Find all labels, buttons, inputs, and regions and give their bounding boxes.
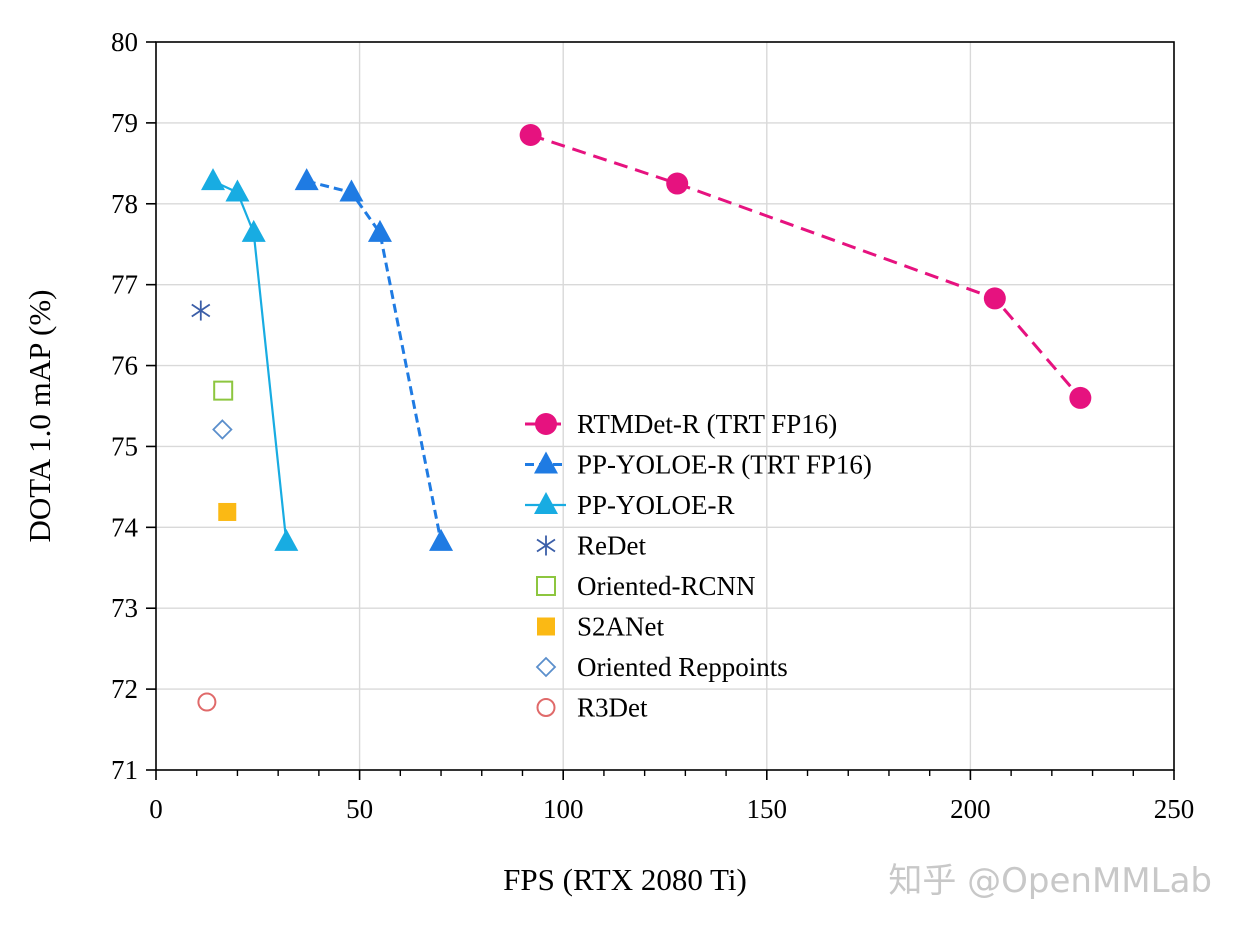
data-point: [429, 528, 454, 551]
data-point: [367, 219, 392, 242]
y-tick-label: 73: [111, 593, 138, 623]
legend-marker: [535, 413, 557, 435]
legend-label: RTMDet-R (TRT FP16): [577, 409, 837, 439]
legend-item: PP-YOLOE-R: [525, 490, 735, 520]
legend-item: PP-YOLOE-R (TRT FP16): [525, 450, 872, 480]
data-point: [191, 300, 211, 321]
y-tick-label: 72: [111, 674, 138, 704]
legend-label: PP-YOLOE-R: [577, 490, 735, 520]
y-tick-label: 79: [111, 108, 138, 138]
legend-marker: [534, 451, 558, 474]
series-pp-yoloe-r: [201, 168, 299, 551]
y-tick-label: 75: [111, 431, 138, 461]
data-point: [212, 419, 233, 440]
data-point: [241, 219, 266, 242]
x-tick-label: 100: [543, 794, 584, 824]
data-point: [294, 168, 319, 191]
legend: RTMDet-R (TRT FP16) PP-YOLOE-R (TRT FP16)…: [525, 409, 872, 723]
series-line: [530, 133, 1082, 399]
legend-item: R3Det: [536, 693, 648, 723]
series-r3det: [197, 692, 217, 712]
y-tick-label: 76: [111, 351, 138, 381]
x-tick-label: 50: [346, 794, 373, 824]
axis-ticks: [146, 41, 1175, 780]
series-oriented-reppoints: [212, 419, 233, 440]
legend-label: Oriented Reppoints: [577, 652, 788, 682]
y-tick-label: 77: [111, 270, 138, 300]
x-tick-label: 200: [950, 794, 991, 824]
data-point: [519, 124, 542, 147]
watermark: 知乎 @OpenMMLab: [888, 861, 1212, 901]
legend-label: R3Det: [577, 693, 648, 723]
series-line: [212, 180, 288, 543]
x-tick-label: 0: [149, 794, 163, 824]
y-tick-label: 74: [111, 512, 139, 542]
tick-labels: 0 50 100 150 200 250 71 72 73 74 75 76 77 78 79 80: [111, 27, 1194, 824]
legend-marker: [537, 617, 555, 636]
legend-item: Oriented Reppoints: [535, 652, 788, 682]
series-line: [306, 179, 443, 543]
y-axis-label: DOTA 1.0 mAP (%): [22, 290, 57, 543]
legend-label: PP-YOLOE-R (TRT FP16): [577, 450, 872, 480]
series-s2anet: [218, 502, 237, 521]
data-point: [218, 502, 237, 521]
legend-marker: [536, 535, 556, 556]
legend-marker: [536, 698, 556, 717]
data-point: [1069, 386, 1092, 409]
plot-frame: [155, 41, 1175, 771]
data-point: [197, 692, 217, 712]
grid-lines: [156, 42, 1174, 770]
legend-label: ReDet: [577, 531, 646, 561]
x-tick-label: 150: [747, 794, 788, 824]
legend-item: RTMDet-R (TRT FP16): [525, 409, 837, 439]
data-point: [339, 179, 364, 202]
series-layer: [191, 124, 1092, 712]
data-point: [213, 380, 234, 401]
asterisk-stroke: [536, 538, 556, 553]
y-tick-label: 80: [111, 27, 138, 57]
series-redet: [191, 300, 211, 321]
legend-label: S2ANet: [577, 612, 664, 642]
legend-marker: [534, 492, 558, 514]
asterisk-stroke: [191, 303, 211, 318]
series-rtmdet-r-trt-fp16: [519, 124, 1092, 409]
data-point: [666, 172, 689, 195]
y-tick-label: 78: [111, 189, 138, 219]
series-oriented-rcnn: [213, 380, 234, 401]
y-tick-label: 71: [111, 755, 138, 785]
legend-item: ReDet: [536, 531, 646, 561]
data-point: [274, 528, 299, 551]
legend-label: Oriented-RCNN: [577, 571, 755, 601]
data-point: [201, 168, 226, 191]
x-tick-label: 250: [1154, 794, 1195, 824]
data-point: [225, 179, 250, 202]
data-point: [983, 287, 1006, 310]
legend-marker: [535, 656, 557, 678]
legend-marker: [536, 576, 556, 596]
series-pp-yoloe-r-trt-fp16: [294, 168, 454, 551]
legend-item: S2ANet: [537, 612, 664, 642]
legend-item: Oriented-RCNN: [536, 571, 755, 601]
x-axis-label: FPS (RTX 2080 Ti): [503, 862, 747, 897]
